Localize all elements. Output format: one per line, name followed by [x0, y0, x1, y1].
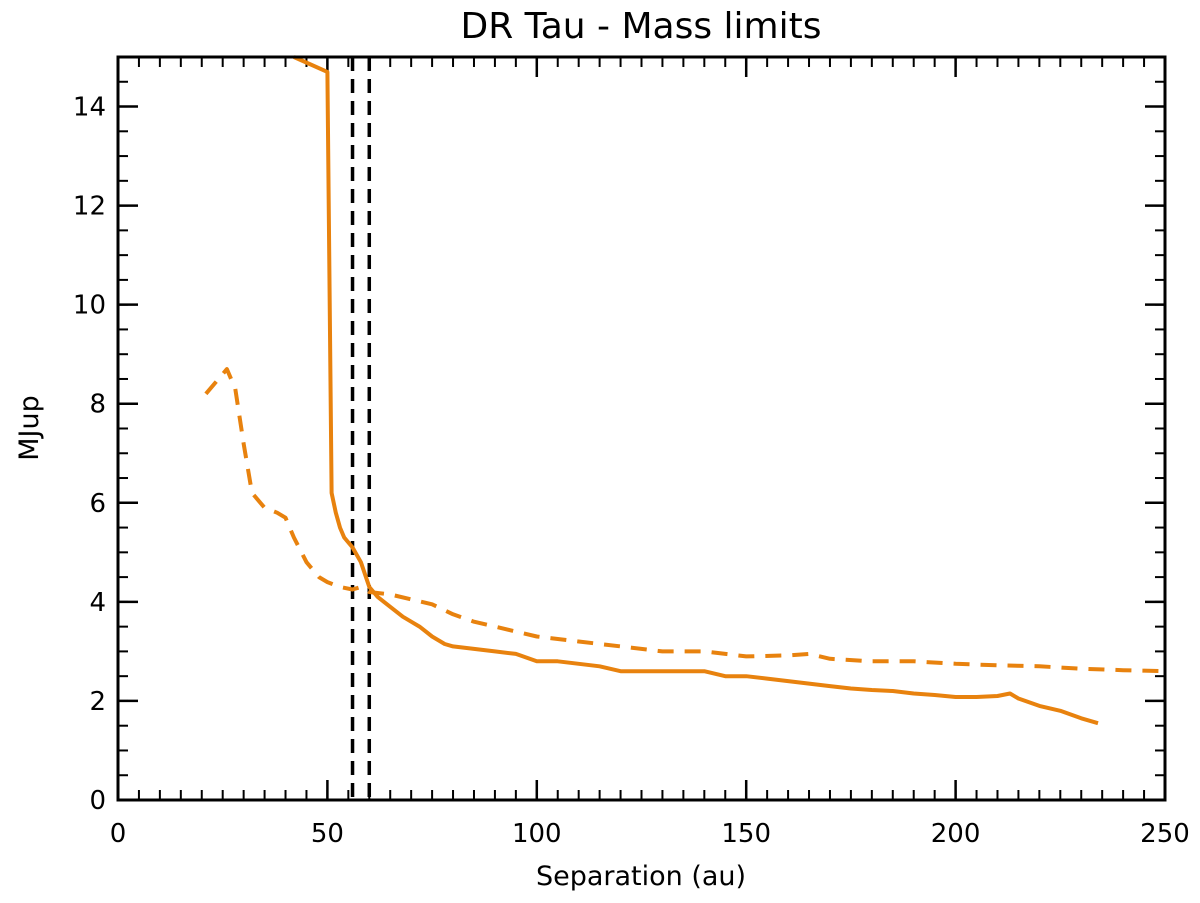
minor-ticks — [117, 56, 1166, 801]
x-tick-labels: 0 50 100 150 200 250 — [110, 819, 1190, 849]
chart-title: DR Tau - Mass limits — [461, 6, 822, 47]
major-ticks — [116, 57, 1167, 802]
y-tick-label: 2 — [89, 687, 106, 717]
y-tick-labels: 0 2 4 6 8 10 12 14 — [73, 93, 106, 816]
y-tick-label: 4 — [89, 588, 106, 618]
y-tick-label: 12 — [73, 192, 106, 222]
plot-frame — [116, 55, 1167, 802]
x-tick-label: 250 — [1140, 819, 1190, 849]
y-tick-label: 10 — [73, 291, 106, 321]
series-line-dashed — [204, 367, 1166, 674]
series-line-solid — [293, 55, 1099, 726]
vertical-lines — [350, 57, 372, 800]
x-tick-label: 50 — [311, 819, 344, 849]
x-tick-label: 200 — [931, 819, 981, 849]
y-tick-label: 0 — [89, 786, 106, 816]
y-axis-label: MJup — [14, 395, 45, 461]
x-tick-label: 0 — [110, 819, 127, 849]
series-layer — [204, 55, 1166, 726]
x-axis-label: Separation (au) — [536, 861, 746, 892]
x-tick-label: 150 — [721, 819, 771, 849]
y-tick-label: 14 — [73, 93, 106, 123]
y-tick-label: 8 — [89, 390, 106, 420]
y-tick-label: 6 — [89, 489, 106, 519]
x-tick-label: 100 — [512, 819, 562, 849]
